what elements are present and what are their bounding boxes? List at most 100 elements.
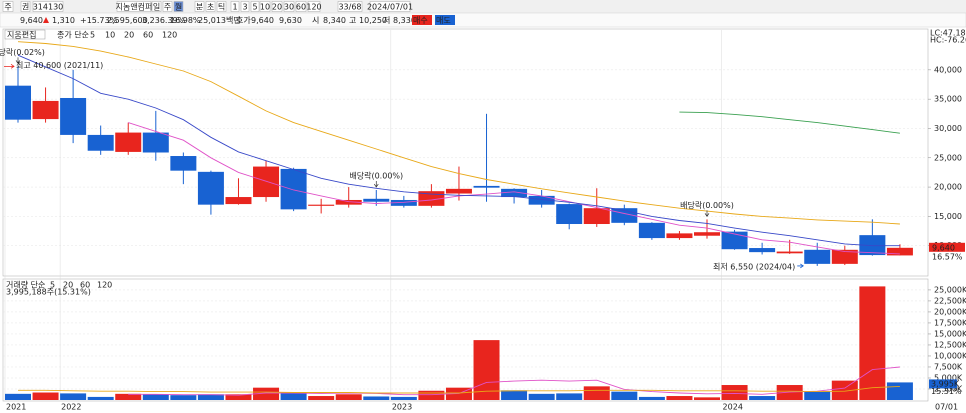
volume-bar — [280, 393, 307, 400]
candle-body — [335, 199, 362, 205]
sell-button[interactable] — [435, 15, 455, 25]
volume-bar — [197, 394, 224, 400]
toolbar-button[interactable] — [230, 1, 240, 12]
toolbar-button[interactable] — [240, 1, 250, 12]
toolbar-button[interactable] — [250, 1, 260, 12]
moving-average — [17, 41, 900, 225]
last-price-box — [929, 242, 965, 252]
toolbar-button[interactable] — [295, 1, 307, 12]
volume-bar — [170, 395, 197, 400]
up-arrow-icon — [43, 17, 49, 23]
volume-bar — [115, 393, 142, 400]
volume-bar — [390, 396, 417, 400]
volume-value-label: 3,995,188주(15.31%) — [6, 288, 91, 297]
toolbar-button[interactable] — [205, 1, 216, 12]
toolbar-button[interactable] — [194, 1, 205, 12]
toolbar-button[interactable] — [337, 1, 363, 12]
moving-average — [17, 54, 900, 247]
volume-bar — [418, 390, 445, 400]
volume-average — [18, 385, 900, 394]
toolbar-button[interactable] — [116, 1, 152, 12]
legend-entry: 10 — [105, 31, 115, 40]
toolbar-button[interactable] — [259, 1, 271, 12]
legend-entry: 5 — [90, 31, 95, 40]
toolbar-label: 60 — [296, 3, 306, 12]
candle-body — [60, 97, 87, 135]
toolbar-label: 1 — [232, 3, 237, 12]
y-tick-label: 15,000K — [934, 329, 966, 338]
x-tick-label: 2021 — [6, 403, 26, 412]
toolbar-button[interactable] — [216, 1, 227, 12]
last-price-label: 9,640 — [932, 243, 955, 252]
quote-value: 9,640 — [20, 16, 43, 25]
candle-body — [501, 188, 528, 198]
y-tick-label: 30,000 — [934, 124, 962, 133]
volume-bar — [142, 394, 169, 400]
candle-body — [694, 232, 720, 236]
x-tick-label: 2024 — [723, 403, 743, 412]
candle-body — [886, 247, 913, 256]
toolbar-button[interactable] — [369, 1, 411, 12]
last-volume-box — [929, 379, 957, 389]
candle-body — [721, 231, 748, 250]
volume-bar — [32, 392, 59, 400]
quote-value: 25,013백만 — [198, 15, 241, 25]
legend-entry: 20 — [63, 281, 73, 290]
toolbar-label: 주 — [4, 3, 11, 12]
quote-value: 매도 — [436, 16, 451, 25]
toolbar-button[interactable] — [151, 1, 162, 12]
legend-entry: 5 — [50, 281, 55, 290]
y-tick-label: 20,000K — [934, 307, 966, 316]
toolbar-button[interactable] — [32, 1, 64, 12]
y-tick-label: 40,000 — [934, 65, 962, 74]
volume-bar — [831, 380, 858, 400]
candle-body — [280, 168, 307, 210]
candle-body — [390, 199, 417, 206]
quote-value: 3,236.39% — [142, 16, 186, 25]
volume-bar — [749, 396, 776, 400]
candle-body — [253, 166, 280, 198]
candle-body — [32, 100, 59, 120]
volume-bar — [886, 382, 913, 400]
candle-body — [418, 191, 445, 206]
toolbar-button[interactable] — [173, 1, 184, 12]
volume-bar — [308, 396, 335, 400]
dividend-arrow — [373, 181, 379, 188]
quote-bg — [0, 12, 966, 28]
legend-entry: 60 — [143, 31, 153, 40]
toolbar-label: 30 — [284, 3, 294, 12]
y-tick-label: 25,000 — [934, 153, 962, 162]
volume-bar — [583, 386, 610, 400]
toolbar-label: 월 — [175, 2, 182, 12]
x-tick-label: 2023 — [392, 403, 412, 412]
candle-body — [776, 251, 803, 254]
candle-body — [142, 132, 169, 153]
y-tick-label: 10,000K — [934, 351, 966, 360]
toolbar-button[interactable] — [283, 1, 295, 12]
toolbar-label: 2024/07/01 — [367, 3, 413, 12]
legend-entry: 120 — [97, 281, 112, 290]
quote-value: 저 — [383, 16, 390, 25]
legend-entry: 120 — [162, 31, 177, 40]
toolbar-button[interactable] — [271, 1, 283, 12]
toolbar-button[interactable] — [307, 1, 321, 12]
toolbar-label: 20 — [272, 3, 282, 12]
candle-body — [583, 208, 610, 225]
toolbar-button[interactable] — [20, 1, 31, 12]
toolbar-button[interactable] — [162, 1, 173, 12]
candle-body — [859, 235, 886, 256]
edit-button[interactable] — [4, 29, 46, 40]
x-end-label: 07/01 — [935, 403, 958, 412]
toolbar-label: 33/68 — [338, 3, 361, 12]
y-tick-label: 35,000 — [934, 95, 962, 104]
toolbar-button[interactable] — [2, 1, 14, 12]
volume-bar — [638, 396, 665, 400]
quote-value: 호가 — [236, 16, 251, 25]
candle-body — [308, 204, 335, 206]
toolbar-label: 314130 — [33, 3, 64, 12]
volume-bar — [556, 393, 583, 400]
volume-rate-label: 15.31% — [931, 387, 962, 396]
buy-button[interactable] — [412, 15, 432, 25]
quote-value: 9,630 — [279, 16, 302, 25]
